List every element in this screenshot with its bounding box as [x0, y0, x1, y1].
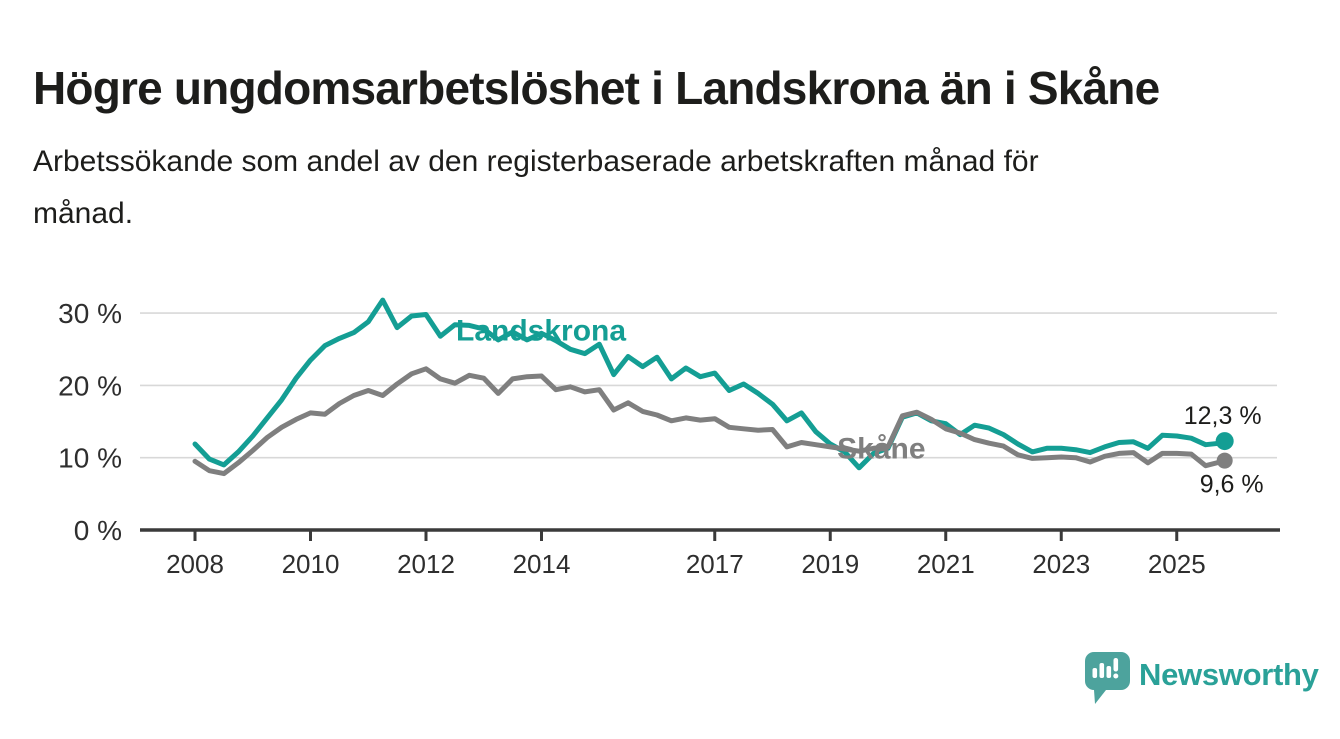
- brand-footer: Newsworthy: [1084, 651, 1319, 705]
- logo-bar-tall: [1099, 663, 1105, 678]
- series-label-skane: Skåne: [837, 432, 925, 465]
- series-label-landskrona: Landskrona: [456, 315, 626, 348]
- logo-exclamation-dot: [1113, 673, 1119, 679]
- x-tick-label: 2017: [686, 549, 744, 579]
- logo-bar-medium: [1106, 666, 1112, 678]
- latest-value-label-skane: 9,6 %: [1200, 471, 1264, 499]
- y-tick-label: 20 %: [58, 370, 122, 401]
- speech-bubble-shape: [1085, 652, 1130, 704]
- brand-name: Newsworthy: [1139, 657, 1319, 692]
- series-line-landskrona: [192, 297, 1228, 471]
- logo-exclamation-bar: [1113, 658, 1119, 672]
- x-tick-label: 2025: [1148, 549, 1206, 579]
- x-tick-label: 2012: [397, 549, 455, 579]
- y-tick-label: 30 %: [58, 298, 122, 329]
- subtitle-line-2: månad.: [33, 197, 134, 230]
- newsworthy-logo-icon: [1085, 652, 1130, 704]
- x-tick-label: 2023: [1032, 549, 1090, 579]
- x-tick-label: 2021: [917, 549, 975, 579]
- latest-value-label-landskrona: 12,3 %: [1184, 402, 1262, 430]
- x-tick-label: 2019: [801, 549, 859, 579]
- x-tick-label: 2010: [282, 549, 340, 579]
- end-dot-landskrona: [1215, 432, 1234, 451]
- chart-subtitle: Arbetssökande som andel av den registerb…: [33, 136, 1273, 240]
- subtitle-line-1: Arbetssökande som andel av den registerb…: [33, 145, 1039, 178]
- page-title: Högre ungdomsarbetslöshet i Landskrona ä…: [33, 61, 1160, 114]
- x-tick-label: 2008: [166, 549, 224, 579]
- x-tick-label: 2014: [513, 549, 571, 579]
- series-line-skane: [192, 366, 1228, 477]
- y-tick-label: 0 %: [74, 515, 122, 546]
- end-dot-skane: [1216, 452, 1233, 469]
- logo-bar-small: [1092, 668, 1098, 678]
- y-tick-label: 10 %: [58, 443, 122, 474]
